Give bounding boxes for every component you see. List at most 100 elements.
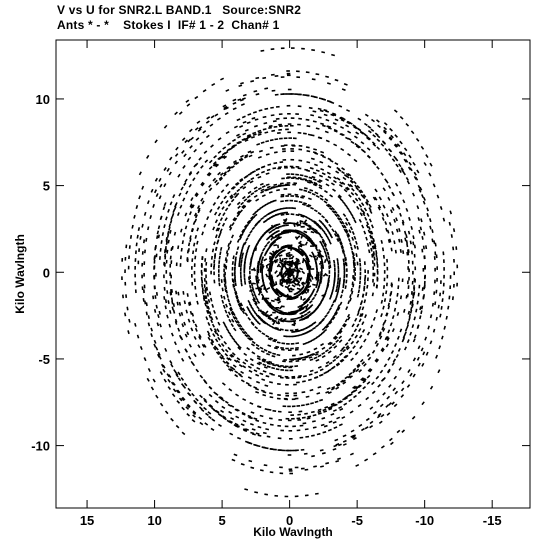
uv-point xyxy=(262,128,267,131)
uv-point xyxy=(354,184,358,189)
uv-point xyxy=(349,294,352,299)
uv-point xyxy=(365,396,370,401)
uv-point xyxy=(331,210,336,214)
uv-point xyxy=(395,217,398,222)
uv-point xyxy=(315,265,318,270)
uv-point xyxy=(251,292,255,297)
uv-point xyxy=(227,142,232,146)
uv-point xyxy=(270,185,275,189)
uv-point xyxy=(295,266,299,271)
uv-point xyxy=(335,382,340,387)
uv-point xyxy=(413,171,417,176)
uv-point xyxy=(177,377,182,382)
uv-point xyxy=(217,234,221,239)
uv-point xyxy=(318,136,323,140)
uv-point xyxy=(266,435,271,438)
uv-point xyxy=(210,144,214,148)
uv-point xyxy=(167,208,170,213)
uv-point xyxy=(307,329,312,333)
uv-point xyxy=(295,257,300,261)
uv-point xyxy=(135,205,139,209)
uv-point xyxy=(313,148,317,151)
uv-point xyxy=(235,408,240,412)
uv-point xyxy=(240,379,245,383)
uv-point xyxy=(335,386,340,390)
uv-point xyxy=(246,333,251,338)
uv-point xyxy=(274,258,279,262)
uv-point xyxy=(336,177,341,181)
uv-point xyxy=(241,411,246,415)
uv-point xyxy=(273,244,278,247)
uv-point xyxy=(259,346,264,350)
uv-point xyxy=(246,179,251,183)
uv-point xyxy=(413,334,417,339)
uv-point xyxy=(177,327,181,332)
uv-point xyxy=(417,292,420,297)
uv-point xyxy=(259,289,263,294)
uv-point xyxy=(412,357,416,362)
uv-point xyxy=(404,327,408,332)
uv-point xyxy=(270,362,275,366)
uv-point xyxy=(242,365,247,369)
uv-point xyxy=(264,447,269,450)
uv-point xyxy=(434,301,437,306)
uv-point xyxy=(320,243,325,248)
uv-point xyxy=(263,258,268,262)
uv-point xyxy=(227,246,231,251)
uv-point xyxy=(350,287,353,292)
uv-point xyxy=(226,294,229,298)
uv-point xyxy=(273,338,278,342)
uv-point xyxy=(265,375,270,378)
uv-point xyxy=(405,234,408,239)
uv-point xyxy=(263,348,268,352)
uv-point xyxy=(315,194,320,199)
uv-point xyxy=(298,318,303,322)
uv-point xyxy=(361,306,365,311)
uv-point xyxy=(170,381,175,386)
uv-point xyxy=(346,346,350,351)
uv-point xyxy=(409,372,413,377)
uv-point xyxy=(198,402,203,407)
uv-point xyxy=(253,311,258,316)
uv-point xyxy=(278,295,283,298)
uv-point xyxy=(163,378,167,383)
uv-point xyxy=(268,313,273,317)
uv-point xyxy=(150,188,154,193)
uv-point xyxy=(231,337,236,341)
uv-point xyxy=(309,167,314,170)
uv-point xyxy=(304,331,309,335)
uv-point xyxy=(217,137,222,141)
uv-point xyxy=(367,356,372,361)
uv-point xyxy=(429,340,433,345)
uv-point xyxy=(251,351,256,355)
uv-point xyxy=(371,349,376,354)
uv-point xyxy=(325,234,329,239)
uv-point xyxy=(296,235,301,239)
uv-point xyxy=(266,352,271,356)
uv-point xyxy=(213,154,218,159)
uv-point xyxy=(406,320,410,325)
uv-point xyxy=(210,341,214,346)
uv-point xyxy=(240,232,244,237)
uv-point xyxy=(187,392,192,397)
uv-point xyxy=(261,256,265,261)
uv-point xyxy=(274,213,279,216)
uv-point xyxy=(275,345,280,349)
uv-point xyxy=(169,310,172,314)
uv-point xyxy=(279,212,284,215)
uv-point xyxy=(361,195,366,200)
uv-point xyxy=(253,124,258,128)
uv-point xyxy=(194,327,198,332)
uv-point xyxy=(265,140,270,143)
uv-point xyxy=(347,172,352,177)
uv-point xyxy=(204,289,207,294)
uv-point xyxy=(412,241,415,246)
uv-point xyxy=(189,301,192,306)
uv-point xyxy=(323,259,327,264)
uv-point xyxy=(214,179,218,184)
uv-point xyxy=(315,73,320,76)
uv-point xyxy=(222,360,227,364)
uv-point xyxy=(375,253,378,258)
uv-point xyxy=(227,298,231,303)
uv-point xyxy=(180,311,184,316)
